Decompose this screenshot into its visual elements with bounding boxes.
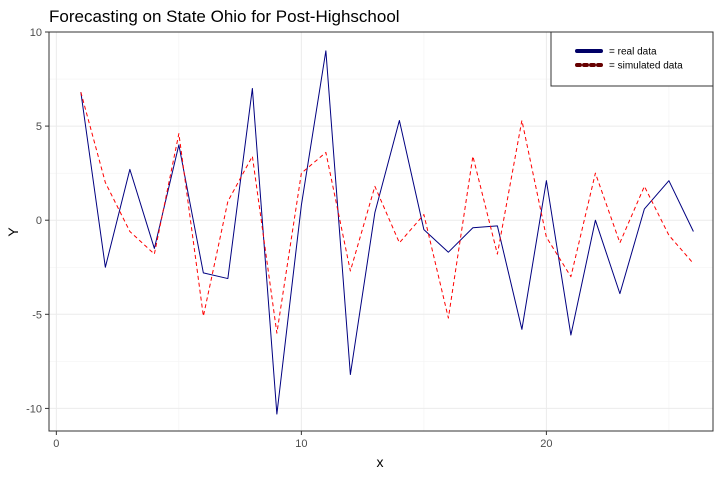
series-line-simulated <box>80 92 694 334</box>
x-axis-title: x <box>377 454 384 470</box>
y-axis-ticks: -10 -5 0 5 10 <box>26 27 49 415</box>
y-tick-label: -10 <box>26 403 42 415</box>
x-axis-ticks: 0 10 20 <box>53 431 553 450</box>
x-tick-label: 20 <box>540 438 552 450</box>
legend-box <box>550 31 714 87</box>
legend: = real data = simulated data <box>550 31 714 87</box>
y-tick-label: 10 <box>30 27 42 39</box>
plot-border <box>48 31 714 432</box>
y-tick-label: -5 <box>32 309 42 321</box>
series-layer <box>80 50 694 415</box>
x-tick-label: 10 <box>295 438 307 450</box>
chart-title: Forecasting on State Ohio for Post-Highs… <box>49 7 400 26</box>
legend-label-real: = real data <box>609 47 657 58</box>
y-tick-label: 5 <box>36 121 42 133</box>
plot-panel <box>49 32 713 431</box>
y-tick-label: 0 <box>36 215 42 227</box>
legend-label-simulated: = simulated data <box>609 61 683 72</box>
y-axis-title: Y <box>5 227 21 237</box>
x-tick-label: 0 <box>53 438 59 450</box>
